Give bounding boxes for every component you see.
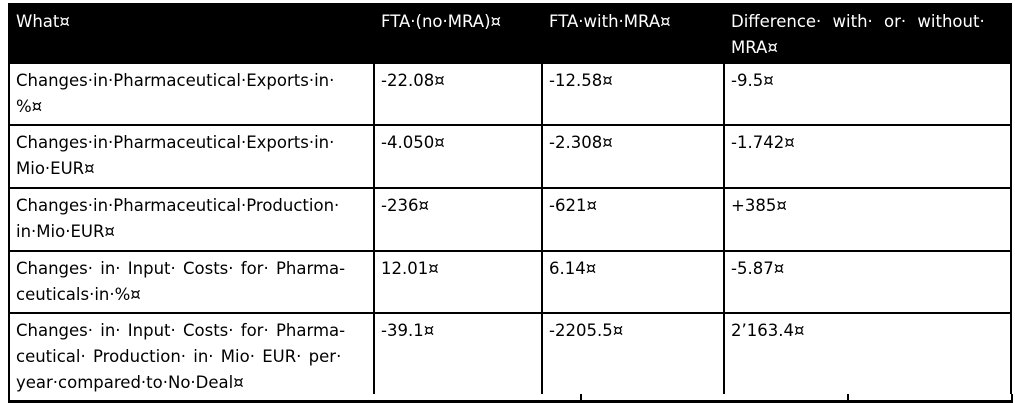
cell-what: Changes·in·Pharmaceutical·Exports·in· Mi… [8,124,375,189]
cell-fta-no-mra: -236¤ [373,187,543,252]
cell-fta-with-mra: -2205.5¤ [541,312,725,398]
next-table-cropped-edge [8,394,1013,403]
cell-difference: +385¤ [723,187,1012,252]
cell-fta-no-mra: -22.08¤ [373,62,543,126]
table-row: Changes·in·Pharmaceutical·Production· in… [8,187,1012,252]
cell-difference: -1.742¤ [723,124,1012,189]
cell-fta-no-mra: -39.1¤ [373,312,543,398]
cell-what: Changes·in·Pharmaceutical·Exports·in· %¤ [8,62,375,126]
cell-what: Changes· in· Input· Costs· for· Pharma- … [8,250,375,314]
column-header-what: What¤ [8,3,375,64]
cell-what: Changes· in· Input· Costs· for· Pharma- … [8,312,375,398]
table-header-row: What¤ FTA·(no·MRA)¤ FTA·with·MRA¤ Differ… [8,3,1012,64]
cell-fta-with-mra: 6.14¤ [541,250,725,314]
cell-difference: -5.87¤ [723,250,1012,314]
cell-fta-no-mra: -4.050¤ [373,124,543,189]
cell-fta-no-mra: 12.01¤ [373,250,543,314]
table-row: Changes·in·Pharmaceutical·Exports·in· %¤… [8,62,1012,126]
cell-fta-with-mra: -12.58¤ [541,62,725,126]
cell-fta-with-mra: -621¤ [541,187,725,252]
cell-what: Changes·in·Pharmaceutical·Production· in… [8,187,375,252]
column-header-fta-with-mra: FTA·with·MRA¤ [541,3,725,64]
table-row: Changes·in·Pharmaceutical·Exports·in· Mi… [8,124,1012,189]
table-row: Changes· in· Input· Costs· for· Pharma- … [8,312,1012,398]
cell-difference: 2’163.4¤ [723,312,1012,398]
column-header-fta-no-mra: FTA·(no·MRA)¤ [373,3,543,64]
results-table: What¤ FTA·(no·MRA)¤ FTA·with·MRA¤ Differ… [8,3,1012,398]
column-header-difference: Difference· with· or· without· MRA¤ [723,3,1012,64]
column-divider [847,394,849,400]
table-row: Changes· in· Input· Costs· for· Pharma- … [8,250,1012,314]
cell-fta-with-mra: -2.308¤ [541,124,725,189]
cell-difference: -9.5¤ [723,62,1012,126]
column-divider [580,394,582,400]
